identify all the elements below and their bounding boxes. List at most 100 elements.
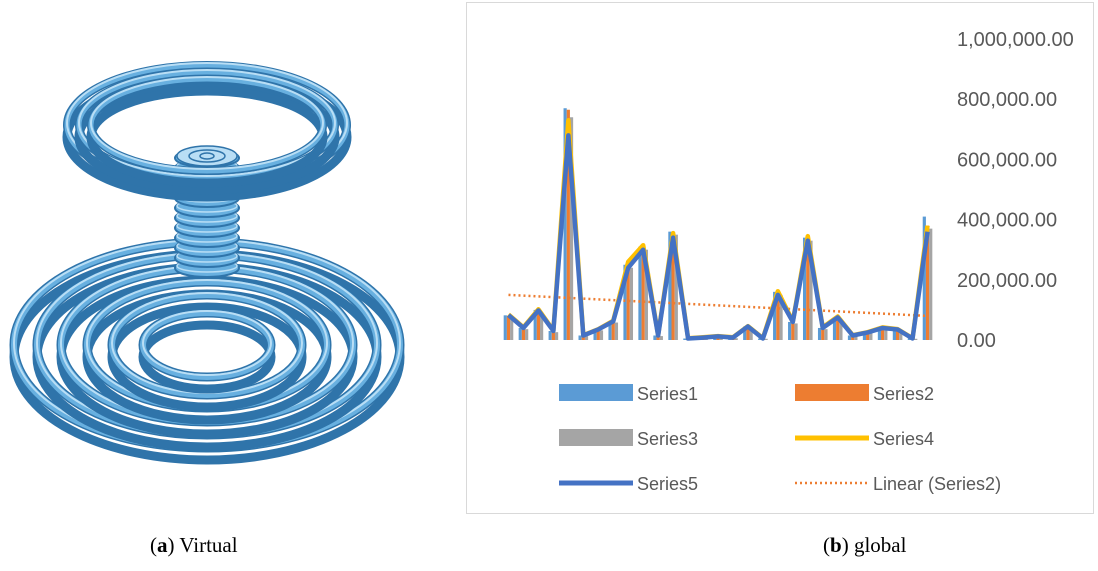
column-top bbox=[176, 145, 238, 167]
lower-spiral-coil bbox=[9, 237, 405, 465]
bar-series1-21 bbox=[802, 237, 807, 340]
upper-coil-ring bbox=[86, 75, 328, 188]
bar-series2-22 bbox=[821, 328, 825, 340]
bar-series3-26 bbox=[884, 329, 888, 340]
bar-series1-11 bbox=[653, 335, 657, 340]
bar-series3-24 bbox=[854, 336, 858, 340]
bar-series3-3 bbox=[540, 312, 544, 340]
bar-series3-12 bbox=[674, 234, 678, 340]
bar-series1-22 bbox=[817, 327, 822, 340]
bar-series1-17 bbox=[743, 326, 747, 340]
bar-series2-12 bbox=[671, 233, 675, 340]
bar-series3-6 bbox=[584, 336, 589, 340]
bar-series1-5 bbox=[563, 108, 567, 340]
bar-series1-18 bbox=[758, 338, 762, 340]
y-tick-label: 0.00 bbox=[957, 330, 996, 352]
bar-series1-9 bbox=[623, 264, 627, 340]
planar-coil-drawing bbox=[9, 61, 405, 465]
bar-series3-23 bbox=[839, 318, 843, 340]
y-axis-ticks: 0.00 200,000.00 400,000.00 600,000.00 800,00… bbox=[957, 29, 1074, 352]
bar-series1-27 bbox=[892, 329, 896, 340]
bar-series3-20 bbox=[794, 323, 798, 340]
upper-ring-coil bbox=[62, 61, 352, 202]
bar-series2-25 bbox=[866, 332, 870, 340]
bar-series1-6 bbox=[578, 335, 582, 340]
legend-label: Series5 bbox=[637, 474, 698, 494]
bar-series1-29 bbox=[922, 216, 926, 340]
bar-series1-26 bbox=[877, 327, 882, 340]
lower-coil-ring bbox=[138, 308, 276, 394]
lower-coil-ring bbox=[107, 290, 307, 412]
y-tick-label: 800,000.00 bbox=[957, 89, 1057, 111]
bar-series1-4 bbox=[548, 330, 552, 340]
bar-series1-24 bbox=[847, 335, 852, 340]
legend-label: Series2 bbox=[873, 384, 934, 404]
legend-item: Series2 bbox=[795, 384, 934, 404]
bar-series3-18 bbox=[764, 338, 768, 340]
caption-b: (b) global bbox=[823, 533, 907, 557]
bar-series3-8 bbox=[614, 322, 619, 340]
bar-series2-3 bbox=[536, 311, 541, 340]
bar-series1-12 bbox=[668, 231, 672, 340]
bar-series1-25 bbox=[862, 332, 867, 340]
legend-label: Series4 bbox=[873, 429, 934, 449]
bar-series1-28 bbox=[907, 338, 911, 340]
bar-series3-2 bbox=[525, 329, 529, 340]
legend-item: Series5 bbox=[559, 474, 698, 494]
bar-series2-6 bbox=[581, 335, 585, 340]
legend-swatch bbox=[559, 429, 633, 446]
bar-series2-23 bbox=[836, 318, 840, 340]
bar-series2-29 bbox=[925, 225, 930, 340]
legend-item: Series3 bbox=[559, 429, 698, 449]
bar-series3-7 bbox=[599, 330, 604, 340]
bar-series2-4 bbox=[551, 331, 555, 340]
legend: Series1 Series2 Series3 Series4 Series5 Linea… bbox=[559, 384, 1001, 494]
bar-series3-10 bbox=[644, 249, 648, 340]
legend-item: Series1 bbox=[559, 384, 698, 404]
bar-series3-29 bbox=[929, 228, 933, 340]
bar-series3-25 bbox=[869, 333, 873, 340]
legend-item: Linear (Series2) bbox=[795, 474, 1001, 494]
legend-swatch bbox=[795, 384, 869, 401]
caption-a-text: Virtual bbox=[174, 533, 238, 557]
bar-series2-21 bbox=[806, 239, 810, 340]
bar-series2-24 bbox=[851, 335, 855, 340]
upper-coil-ring bbox=[74, 68, 340, 195]
bar-series2-27 bbox=[895, 329, 900, 340]
bar-series2-19 bbox=[776, 293, 780, 340]
bar-series3-4 bbox=[554, 332, 559, 340]
combo-chart: 0.00 200,000.00 400,000.00 600,000.00 800,00… bbox=[503, 29, 1074, 494]
bar-series2-8 bbox=[611, 321, 615, 340]
line-series5 bbox=[507, 133, 930, 341]
caption-b-text: global bbox=[848, 533, 907, 557]
caption-a: (a) Virtual bbox=[150, 533, 238, 557]
bars-layer bbox=[503, 108, 933, 340]
coil-illustration bbox=[0, 0, 420, 520]
bar-series3-27 bbox=[899, 330, 903, 340]
bar-series2-7 bbox=[596, 329, 600, 340]
y-tick-label: 1,000,000.00 bbox=[957, 29, 1074, 51]
bar-series1-3 bbox=[533, 309, 537, 340]
bar-series1-8 bbox=[608, 321, 612, 340]
legend-swatch bbox=[559, 384, 633, 401]
bar-series2-11 bbox=[656, 335, 660, 340]
bar-series2-26 bbox=[881, 328, 885, 340]
bar-series3-22 bbox=[824, 329, 828, 340]
bar-series3-5 bbox=[569, 117, 574, 340]
bar-series3-16 bbox=[734, 338, 738, 340]
legend-label: Series1 bbox=[637, 384, 698, 404]
bar-series2-20 bbox=[791, 322, 795, 340]
bar-series3-19 bbox=[779, 294, 783, 340]
legend-item: Series4 bbox=[795, 429, 934, 449]
bar-series1-13 bbox=[683, 338, 687, 340]
y-tick-label: 200,000.00 bbox=[957, 270, 1057, 292]
bar-series2-10 bbox=[641, 248, 645, 340]
bar-series1-19 bbox=[773, 291, 777, 340]
bar-series3-1 bbox=[510, 316, 514, 340]
chart-container: 0.00 200,000.00 400,000.00 600,000.00 800,00… bbox=[466, 2, 1094, 514]
lines-layer bbox=[507, 118, 930, 341]
bar-series3-28 bbox=[914, 338, 918, 340]
y-tick-label: 400,000.00 bbox=[957, 210, 1057, 232]
bar-series2-1 bbox=[506, 315, 511, 340]
bar-series2-2 bbox=[521, 328, 526, 340]
